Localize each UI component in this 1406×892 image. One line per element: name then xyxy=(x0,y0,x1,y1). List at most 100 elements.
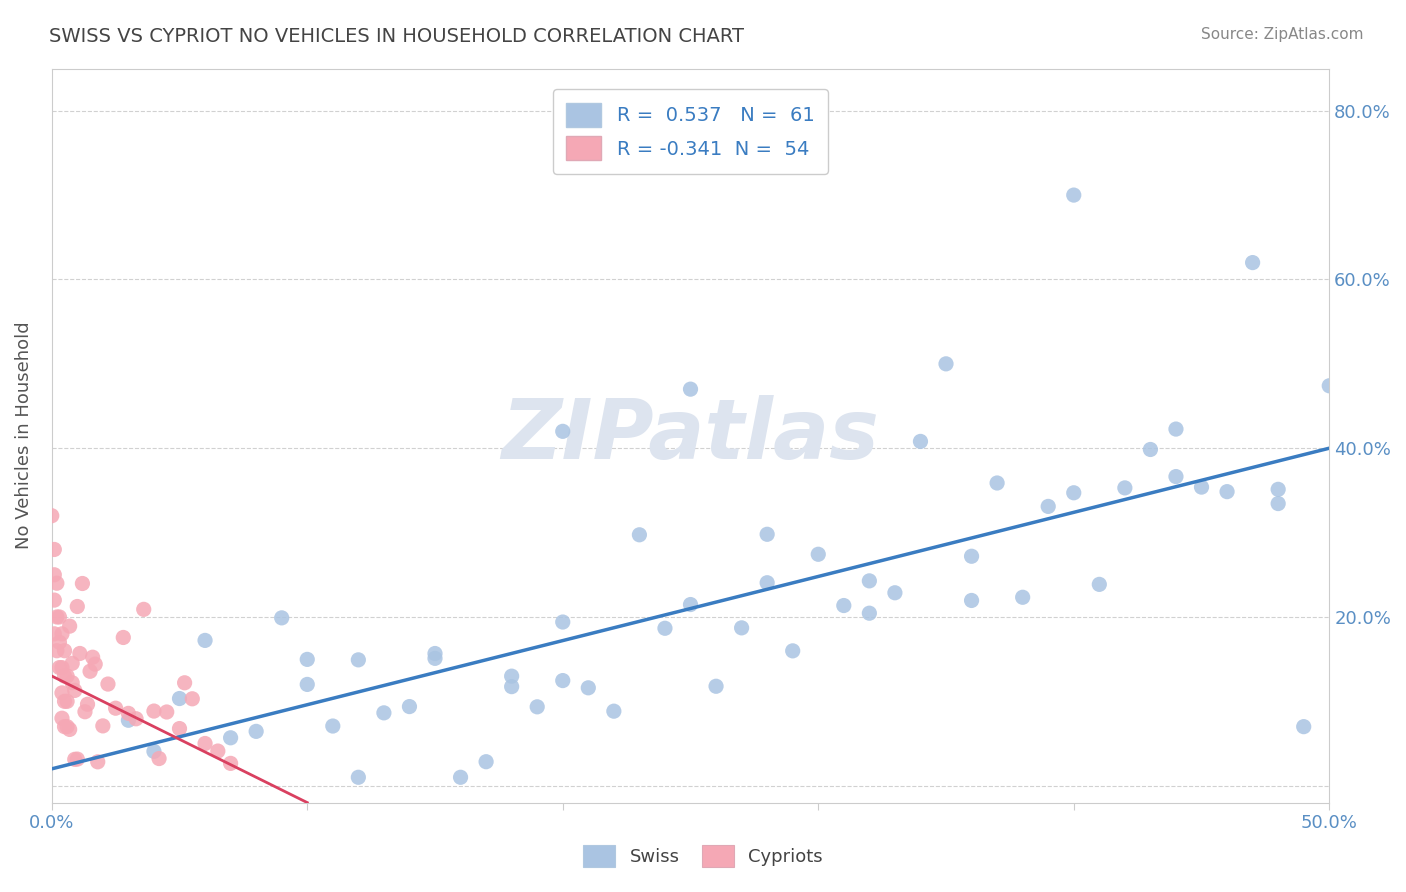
Point xyxy=(76,698,98,712)
Point xyxy=(1114,481,1136,495)
Point xyxy=(194,633,217,648)
Point xyxy=(1216,484,1239,499)
Point xyxy=(347,770,370,784)
Point xyxy=(219,731,242,745)
Point xyxy=(986,475,1008,490)
Point xyxy=(169,722,191,736)
Point xyxy=(66,599,89,614)
Point xyxy=(373,706,395,720)
Point xyxy=(679,598,702,612)
Point xyxy=(97,677,120,691)
Point xyxy=(910,434,932,449)
Point xyxy=(44,567,66,582)
Point xyxy=(51,660,73,674)
Point xyxy=(84,657,107,672)
Point xyxy=(51,627,73,641)
Point xyxy=(142,704,165,718)
Point xyxy=(1063,188,1085,202)
Point xyxy=(1267,497,1289,511)
Point xyxy=(501,669,523,683)
Point xyxy=(1063,485,1085,500)
Point xyxy=(104,701,127,715)
Point xyxy=(53,694,76,708)
Point xyxy=(63,752,86,766)
Point xyxy=(56,694,79,708)
Point xyxy=(48,660,70,674)
Point xyxy=(41,508,63,523)
Point xyxy=(53,720,76,734)
Point xyxy=(679,382,702,396)
Text: SWISS VS CYPRIOT NO VEHICLES IN HOUSEHOLD CORRELATION CHART: SWISS VS CYPRIOT NO VEHICLES IN HOUSEHOL… xyxy=(49,27,744,45)
Point xyxy=(270,611,292,625)
Point xyxy=(1267,483,1289,497)
Point xyxy=(551,615,574,629)
Point xyxy=(322,719,344,733)
Text: Source: ZipAtlas.com: Source: ZipAtlas.com xyxy=(1201,27,1364,42)
Point xyxy=(117,713,139,727)
Point xyxy=(423,647,446,661)
Point xyxy=(45,610,67,624)
Point xyxy=(576,681,599,695)
Point xyxy=(1241,255,1264,269)
Point xyxy=(628,528,651,542)
Point xyxy=(66,752,89,766)
Point xyxy=(1139,442,1161,457)
Point xyxy=(935,357,957,371)
Point xyxy=(69,647,91,661)
Point xyxy=(960,593,983,607)
Point xyxy=(60,675,83,690)
Point xyxy=(347,653,370,667)
Text: ZIPatlas: ZIPatlas xyxy=(502,395,879,476)
Point xyxy=(704,679,727,693)
Point xyxy=(132,602,155,616)
Point xyxy=(48,610,70,624)
Point xyxy=(858,606,880,620)
Point xyxy=(53,644,76,658)
Point xyxy=(1191,480,1213,494)
Point xyxy=(44,593,66,607)
Point xyxy=(654,621,676,635)
Point xyxy=(59,723,82,737)
Point xyxy=(207,744,229,758)
Point xyxy=(475,755,498,769)
Point xyxy=(297,652,319,666)
Point xyxy=(56,669,79,683)
Point xyxy=(1292,720,1315,734)
Point xyxy=(1038,500,1060,514)
Point xyxy=(79,665,101,679)
Point xyxy=(832,599,855,613)
Legend: R =  0.537   N =  61, R = -0.341  N =  54: R = 0.537 N = 61, R = -0.341 N = 54 xyxy=(553,89,828,174)
Point xyxy=(883,586,905,600)
Point xyxy=(501,680,523,694)
Point xyxy=(807,547,830,561)
Point xyxy=(87,755,110,769)
Point xyxy=(219,756,242,771)
Point xyxy=(59,619,82,633)
Point xyxy=(194,737,217,751)
Point xyxy=(45,576,67,591)
Point xyxy=(91,719,114,733)
Point xyxy=(148,751,170,765)
Point xyxy=(51,711,73,725)
Point xyxy=(73,705,96,719)
Point xyxy=(142,744,165,758)
Point xyxy=(423,651,446,665)
Point xyxy=(756,575,779,590)
Point xyxy=(44,627,66,641)
Point xyxy=(603,704,626,718)
Point xyxy=(169,691,191,706)
Point xyxy=(48,635,70,649)
Point xyxy=(125,712,148,726)
Point xyxy=(297,677,319,691)
Point xyxy=(112,631,135,645)
Point xyxy=(1164,422,1187,436)
Point xyxy=(551,673,574,688)
Point xyxy=(53,669,76,683)
Point xyxy=(60,657,83,671)
Point xyxy=(156,705,179,719)
Point xyxy=(44,542,66,557)
Point xyxy=(1317,378,1340,392)
Y-axis label: No Vehicles in Household: No Vehicles in Household xyxy=(15,322,32,549)
Point xyxy=(398,699,420,714)
Point xyxy=(82,650,104,665)
